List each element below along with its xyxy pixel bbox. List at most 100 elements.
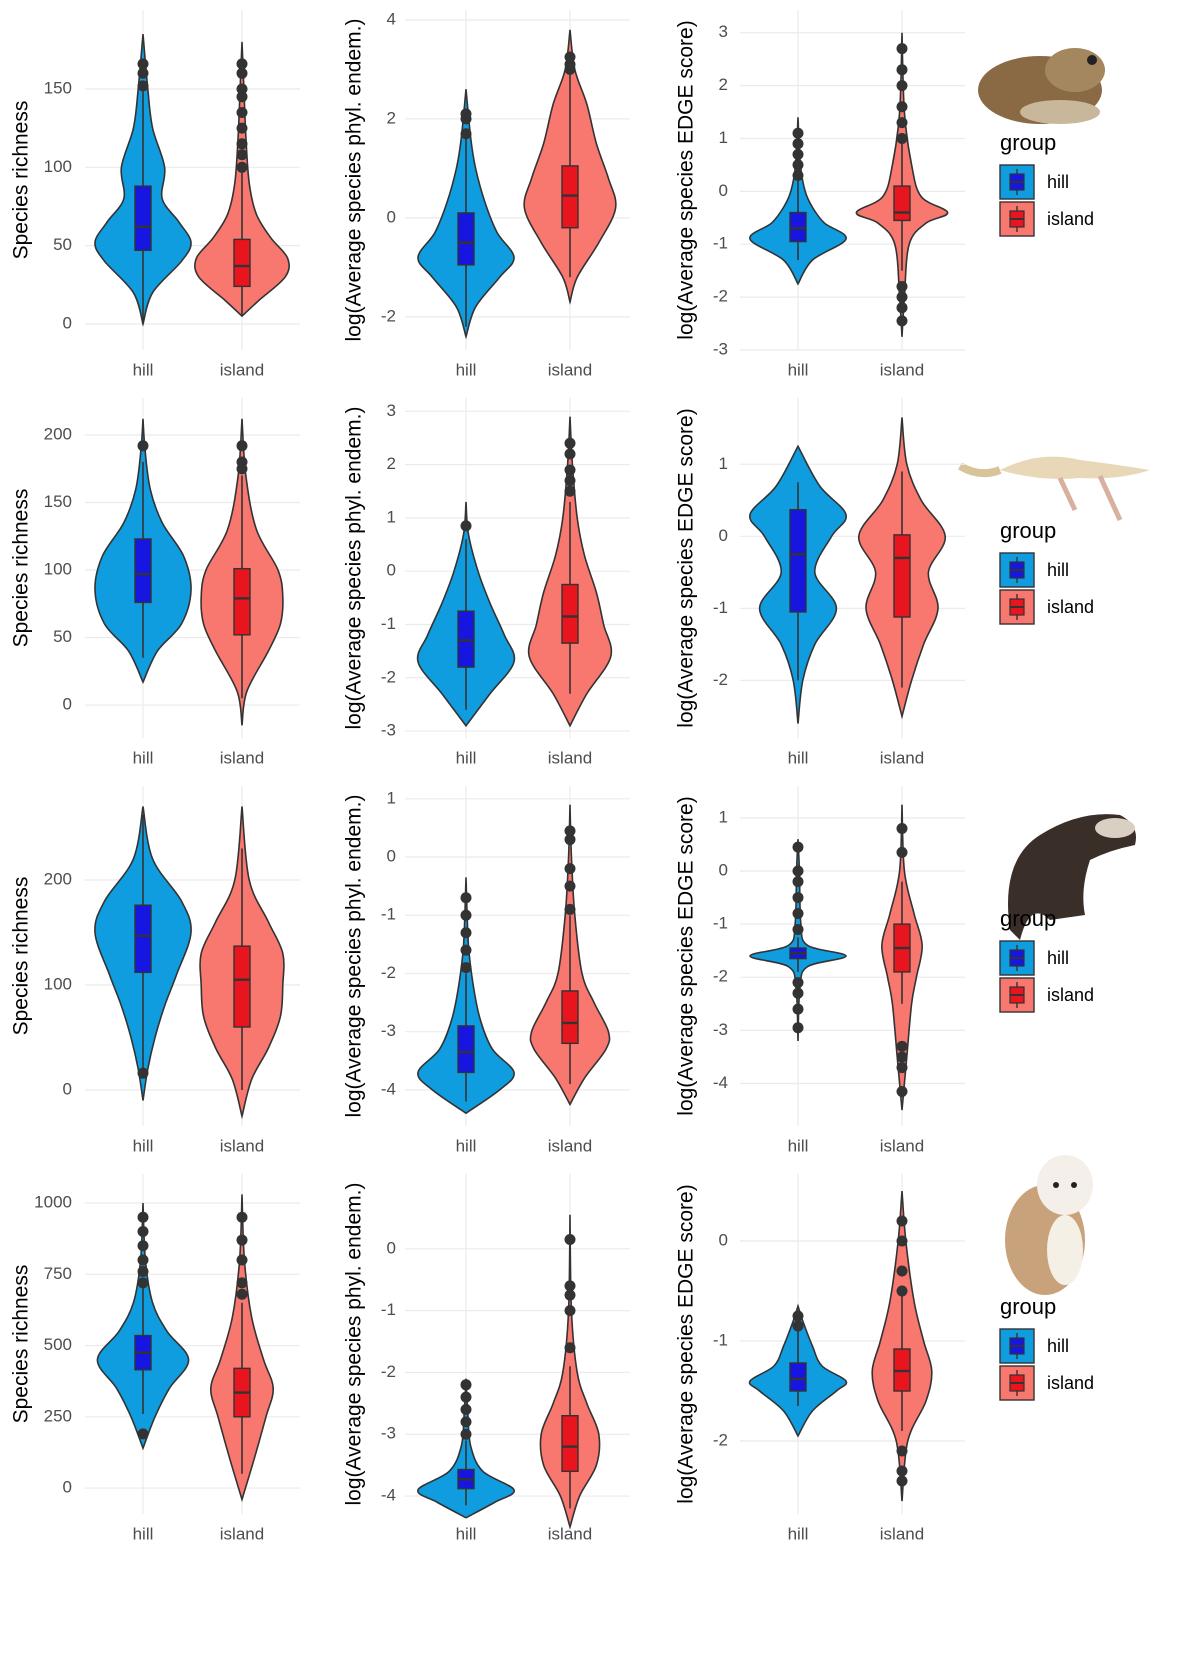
outlier	[897, 1466, 908, 1477]
outlier	[897, 823, 908, 834]
y-tick-label: 50	[53, 235, 72, 254]
x-tick-label: hill	[788, 1524, 809, 1543]
outlier	[237, 138, 248, 149]
y-tick-label: 2	[719, 75, 728, 94]
y-tick-label: -2	[713, 287, 728, 306]
box	[894, 535, 910, 617]
outlier	[461, 910, 472, 921]
y-axis-title: log(Average species phyl. endem.)	[343, 795, 366, 1118]
y-tick-label: 0	[63, 1478, 72, 1497]
outlier	[793, 1311, 804, 1322]
y-tick-label: 1	[387, 507, 396, 526]
outlier	[897, 1051, 908, 1062]
outlier	[565, 825, 576, 836]
x-tick-label: hill	[788, 1136, 809, 1155]
outlier	[793, 876, 804, 887]
outlier	[897, 1041, 908, 1052]
legend-title: group	[1000, 1294, 1056, 1319]
y-tick-label: 0	[719, 1230, 728, 1249]
x-tick-label: island	[220, 1524, 264, 1543]
y-tick-label: 150	[44, 78, 72, 97]
gecko-image	[960, 457, 1150, 520]
y-tick-label: 2	[387, 454, 396, 473]
y-tick-label: -2	[713, 967, 728, 986]
outlier	[793, 866, 804, 877]
outlier	[897, 1086, 908, 1097]
legend-label: hill	[1047, 1336, 1069, 1356]
box	[894, 186, 910, 220]
outlier	[461, 520, 472, 531]
y-tick-label: 100	[44, 157, 72, 176]
x-tick-label: hill	[456, 748, 477, 767]
y-tick-label: 200	[44, 869, 72, 888]
panel: 050100150200hillislandSpecies richness	[10, 398, 300, 767]
y-tick-label: -4	[713, 1073, 728, 1092]
box	[234, 239, 250, 286]
outlier	[461, 1379, 472, 1390]
box	[458, 611, 474, 667]
y-tick-label: 0	[387, 207, 396, 226]
outlier	[565, 438, 576, 449]
x-tick-label: island	[220, 360, 264, 379]
outlier	[461, 128, 472, 139]
legend-label: island	[1047, 985, 1094, 1005]
outlier	[565, 475, 576, 486]
outlier	[138, 440, 149, 451]
y-tick-label: -2	[381, 667, 396, 686]
outlier	[897, 117, 908, 128]
figure: 050100150hillislandSpecies richness-2024…	[0, 0, 1198, 1655]
x-tick-label: hill	[133, 360, 154, 379]
y-axis-title: Species richness	[10, 101, 33, 260]
outlier	[461, 1429, 472, 1440]
box	[790, 1363, 806, 1391]
outlier	[237, 58, 248, 69]
box	[135, 905, 151, 972]
legend-label: island	[1047, 209, 1094, 229]
outlier	[897, 315, 908, 326]
outlier	[461, 1416, 472, 1427]
y-tick-label: 0	[63, 313, 72, 332]
y-axis-title: log(Average species phyl. endem.)	[343, 19, 366, 342]
x-tick-label: hill	[456, 360, 477, 379]
y-tick-label: -2	[381, 963, 396, 982]
outlier	[461, 945, 472, 956]
box	[135, 186, 151, 250]
outlier	[793, 1321, 804, 1332]
outlier	[237, 457, 248, 468]
outlier	[897, 133, 908, 144]
panel: -4-3-2-10hillislandlog(Average species p…	[343, 1174, 630, 1543]
outlier	[897, 281, 908, 292]
outlier	[461, 1404, 472, 1415]
y-tick-label: -1	[713, 914, 728, 933]
box	[135, 539, 151, 602]
x-tick-label: island	[880, 1136, 924, 1155]
outlier	[237, 123, 248, 134]
y-tick-label: 0	[387, 1238, 396, 1257]
outlier	[897, 1236, 908, 1247]
y-tick-label: -1	[381, 614, 396, 633]
outlier	[138, 68, 149, 79]
outlier	[897, 1446, 908, 1457]
y-tick-label: -4	[381, 1079, 396, 1098]
y-tick-label: 200	[44, 424, 72, 443]
outlier	[237, 83, 248, 94]
outlier	[138, 1277, 149, 1288]
x-tick-label: island	[548, 360, 592, 379]
y-tick-label: 0	[387, 561, 396, 580]
outlier	[565, 863, 576, 874]
y-tick-label: -3	[381, 721, 396, 740]
outlier	[565, 1342, 576, 1353]
y-tick-label: -3	[713, 1020, 728, 1039]
box	[458, 213, 474, 265]
outlier	[237, 1289, 248, 1300]
y-axis-title: log(Average species EDGE score)	[675, 1184, 698, 1503]
owl-image	[1005, 1155, 1093, 1295]
outlier	[897, 43, 908, 54]
box	[562, 1416, 578, 1472]
outlier	[461, 927, 472, 938]
outlier	[565, 52, 576, 63]
y-axis-title: log(Average species phyl. endem.)	[343, 1183, 366, 1506]
